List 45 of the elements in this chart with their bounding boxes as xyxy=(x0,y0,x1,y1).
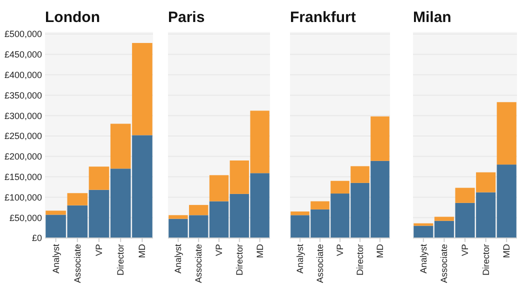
x-tick-label: Director xyxy=(480,244,491,276)
bar xyxy=(434,216,454,221)
bar xyxy=(290,211,310,216)
y-tick-label: £0 xyxy=(32,233,42,244)
x-tick-label: Director xyxy=(116,244,126,276)
x-tick-label: Associate xyxy=(439,244,450,284)
x-tick-label: Associate xyxy=(194,244,204,284)
x-tick-label: Analyst xyxy=(173,244,184,274)
x-tick-label: VP xyxy=(214,244,224,256)
chart-title: Milan xyxy=(413,9,452,26)
bar xyxy=(370,116,390,161)
y-tick-label: £200,000 xyxy=(4,152,42,162)
bar xyxy=(46,210,66,215)
y-tick-label: £450,000 xyxy=(4,50,42,60)
y-tick-label: £350,000 xyxy=(4,90,42,100)
bar xyxy=(496,102,516,165)
y-tick-label: £100,000 xyxy=(4,192,42,202)
bar xyxy=(168,215,188,219)
x-tick-label: Director xyxy=(234,244,244,276)
x-tick-label: VP xyxy=(335,244,345,256)
y-tick-label: £150,000 xyxy=(4,172,42,182)
x-tick-label: Associate xyxy=(315,244,325,284)
x-tick-label: Director xyxy=(355,244,365,276)
x-tick-label: Associate xyxy=(72,244,82,284)
y-tick-label: £300,000 xyxy=(4,110,42,121)
chart-title: Frankfurt xyxy=(290,9,356,26)
x-tick-label: VP xyxy=(94,244,104,256)
x-tick-label: MD xyxy=(137,244,148,258)
bar xyxy=(189,204,208,216)
x-tick-label: VP xyxy=(460,244,470,256)
bar xyxy=(310,201,330,210)
y-tick-label: £50,000 xyxy=(9,212,42,223)
chart-title: London xyxy=(45,9,100,26)
x-tick-label: Analyst xyxy=(418,244,428,274)
bar xyxy=(414,223,434,226)
x-tick-label: MD xyxy=(254,244,265,258)
chart-title: Paris xyxy=(168,9,205,26)
x-tick-label: MD xyxy=(502,244,512,258)
x-tick-label: Analyst xyxy=(50,244,61,274)
y-tick-label: £500,000 xyxy=(4,29,42,40)
y-tick-label: £250,000 xyxy=(4,131,42,142)
x-tick-label: Analyst xyxy=(295,244,305,274)
bar xyxy=(67,193,88,206)
y-tick-label: £400,000 xyxy=(4,70,42,80)
x-tick-label: MD xyxy=(375,244,385,258)
